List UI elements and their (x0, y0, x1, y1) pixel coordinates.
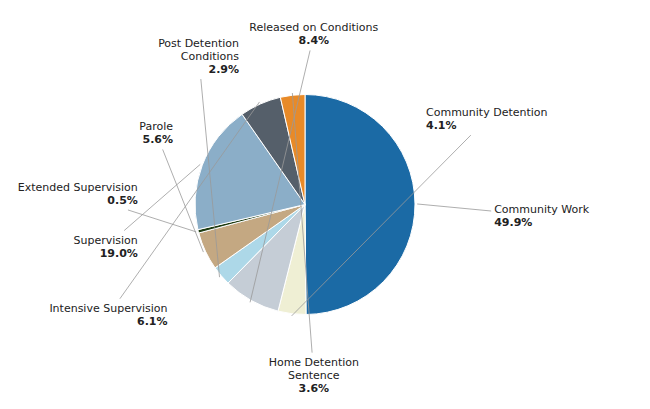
label-value: 2.9% (208, 63, 239, 76)
label-value: 8.4% (299, 34, 330, 47)
label-line: Sentence (288, 369, 340, 382)
slice (280, 95, 305, 205)
slices (195, 95, 415, 315)
data-label: Extended Supervision0.5% (18, 181, 138, 207)
leader-line (292, 135, 471, 316)
label-line: Conditions (181, 50, 239, 63)
label-category: Released on Conditions (249, 21, 378, 34)
label-category: Community Work (494, 203, 590, 216)
data-label: Parole5.6% (139, 120, 173, 146)
data-label: Community Detention4.1% (426, 106, 548, 132)
label-category: Post DetentionConditions (158, 37, 239, 63)
label-line: Parole (139, 120, 173, 133)
chart: Community Work49.9% Community Detention4.… (0, 0, 650, 409)
label-category: Extended Supervision (18, 181, 138, 194)
label-line: Community Detention (426, 106, 548, 119)
pie: Community Work49.9% Community Detention4.… (18, 21, 590, 395)
label-line: Supervision (74, 234, 138, 247)
leader-line (417, 204, 491, 211)
label-category: Supervision (74, 234, 138, 247)
label-value: 49.9% (494, 216, 532, 229)
data-label: Supervision19.0% (74, 234, 138, 260)
label-category: Home DetentionSentence (269, 356, 359, 382)
label-value: 19.0% (100, 247, 138, 260)
label-category: Community Detention (426, 106, 548, 119)
label-category: Intensive Supervision (49, 302, 167, 315)
data-label: Community Work49.9% (494, 203, 590, 229)
leader-line (250, 50, 310, 302)
leader-line (201, 79, 220, 277)
label-value: 6.1% (137, 315, 168, 328)
leader-line (128, 210, 196, 232)
data-label: Post DetentionConditions2.9% (158, 37, 239, 76)
label-line: Post Detention (158, 37, 239, 50)
leader-lines (120, 50, 491, 352)
label-line: Extended Supervision (18, 181, 138, 194)
label-line: Home Detention (269, 356, 359, 369)
label-category: Parole (139, 120, 173, 133)
label-value: 5.6% (142, 133, 173, 146)
label-line: Released on Conditions (249, 21, 378, 34)
label-value: 3.6% (299, 382, 330, 395)
labels: Community Work49.9% Community Detention4.… (18, 21, 590, 395)
label-line: Intensive Supervision (49, 302, 167, 315)
label-line: Community Work (494, 203, 590, 216)
leader-line (120, 102, 260, 299)
leader-line (292, 93, 312, 353)
data-label: Released on Conditions8.4% (249, 21, 378, 47)
leader-line (163, 149, 204, 252)
slice (305, 95, 415, 315)
label-value: 4.1% (426, 119, 457, 132)
data-label: Intensive Supervision6.1% (49, 302, 167, 328)
label-value: 0.5% (107, 194, 138, 207)
data-label: Home DetentionSentence3.6% (269, 356, 359, 395)
